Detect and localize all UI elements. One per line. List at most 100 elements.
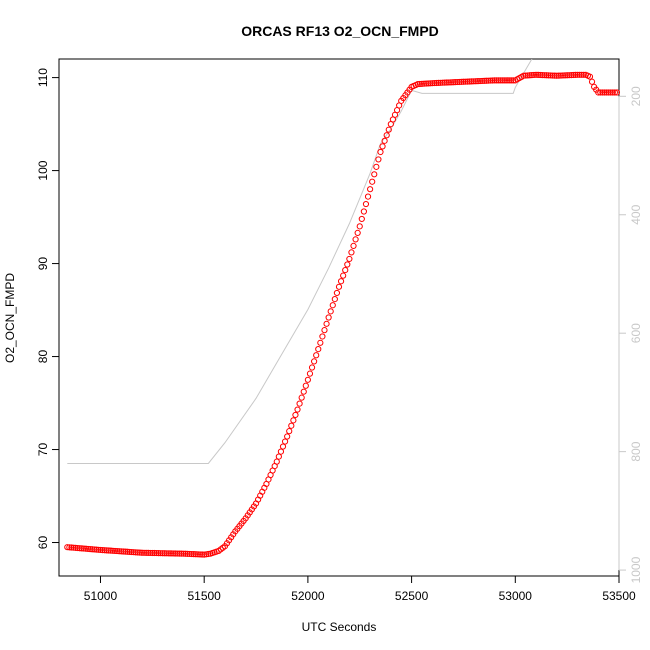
data-point [553, 72, 560, 79]
data-point [532, 71, 540, 78]
secondary-y-tick-label: 200 [629, 86, 643, 106]
x-axis: 51000 51500 52000 52500 53000 53500 [84, 575, 636, 603]
data-point [501, 77, 509, 84]
data-point [547, 72, 554, 79]
data-point [335, 283, 343, 290]
data-point [68, 544, 75, 551]
data-point [541, 72, 548, 79]
data-point [441, 79, 448, 86]
data-point [470, 78, 477, 85]
data-point [489, 77, 496, 84]
data-point [497, 77, 504, 84]
data-point [568, 71, 575, 79]
data-point [124, 548, 131, 555]
data-point [572, 71, 579, 79]
data-point [381, 137, 388, 144]
data-point [273, 458, 280, 465]
data-point [64, 544, 71, 551]
data-point [462, 78, 469, 85]
data-point [377, 148, 384, 156]
x-tick-label: 51000 [84, 589, 118, 603]
data-point [196, 551, 204, 558]
data-point [194, 551, 202, 558]
data-point [136, 549, 143, 556]
data-point [570, 71, 577, 79]
primary-series-points [64, 71, 621, 558]
x-tick-label: 51500 [187, 589, 221, 603]
data-point [559, 72, 567, 79]
data-point [454, 78, 461, 86]
data-point [522, 72, 529, 79]
data-point [169, 550, 177, 557]
data-point [126, 548, 133, 556]
data-point [321, 327, 328, 334]
data-point [294, 406, 301, 413]
data-point [275, 453, 282, 460]
data-point [510, 77, 517, 84]
data-point [184, 550, 191, 557]
data-point [182, 550, 189, 557]
data-point [155, 550, 162, 557]
data-point [493, 77, 500, 84]
data-point [288, 422, 295, 429]
data-point [167, 550, 175, 557]
data-point [315, 346, 322, 353]
data-point [530, 71, 538, 79]
data-point [611, 89, 618, 96]
data-point [528, 72, 535, 79]
data-point [66, 544, 73, 551]
data-point [178, 550, 185, 557]
data-point [447, 79, 455, 86]
data-point [180, 550, 187, 557]
data-point [574, 71, 581, 78]
data-point [109, 547, 117, 554]
data-point [93, 546, 100, 553]
data-point [72, 544, 79, 551]
data-point [140, 549, 148, 556]
data-point [539, 71, 546, 79]
data-point [346, 255, 353, 263]
data-point [319, 333, 326, 340]
data-point [549, 72, 556, 79]
data-point [290, 417, 297, 424]
data-point [80, 545, 87, 552]
data-point [383, 132, 390, 139]
data-point [578, 71, 585, 78]
data-point [199, 551, 206, 558]
data-point [597, 89, 604, 96]
data-point [367, 186, 374, 193]
data-point [87, 545, 94, 553]
data-point [564, 72, 571, 79]
data-point [327, 308, 334, 315]
data-point [605, 89, 612, 96]
data-point [613, 89, 621, 96]
plot-frame [58, 58, 620, 577]
data-point [369, 178, 376, 185]
data-point [416, 80, 423, 88]
data-point [281, 438, 289, 445]
x-tick-label: 52000 [291, 589, 325, 603]
data-point [435, 79, 442, 87]
data-point [84, 545, 92, 553]
data-point [420, 80, 428, 87]
data-point [298, 394, 305, 401]
data-point [427, 80, 434, 87]
x-axis-label: UTC Seconds [302, 620, 377, 634]
data-point [576, 71, 583, 78]
data-point [143, 549, 150, 556]
data-point [433, 79, 440, 87]
data-point [292, 411, 299, 419]
data-point [526, 72, 533, 79]
data-point [466, 78, 473, 85]
data-point [379, 143, 386, 150]
data-point [111, 547, 119, 555]
data-point [557, 72, 565, 79]
secondary-y-tick-label: 600 [629, 323, 643, 343]
data-point [188, 550, 195, 558]
data-point [468, 78, 475, 85]
data-point [348, 249, 355, 256]
data-point [78, 545, 85, 552]
y-tick-label: 60 [36, 536, 50, 550]
data-point [190, 551, 197, 558]
